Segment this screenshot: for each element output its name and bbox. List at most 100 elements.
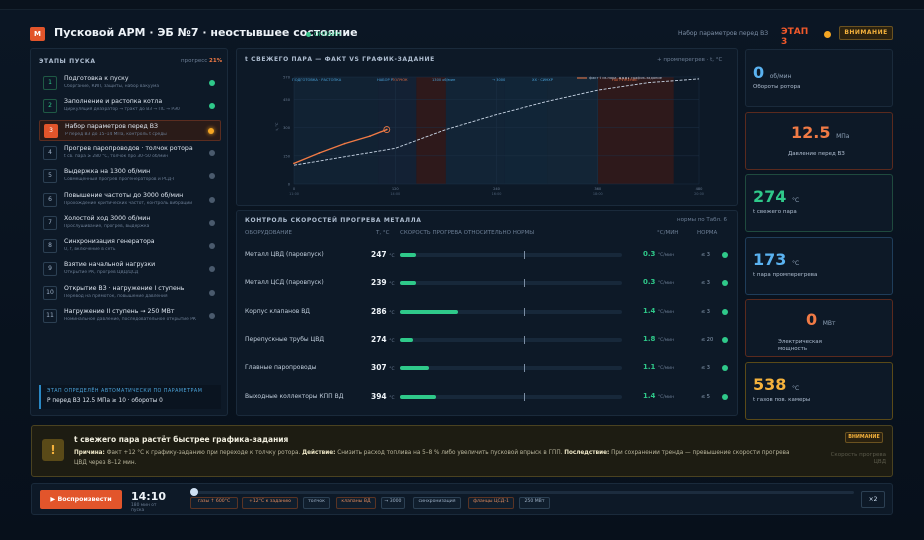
stage-label: Набор параметров перед ВЗ: [678, 30, 769, 37]
warning-badge[interactable]: ВНИМАНИЕ: [839, 26, 893, 40]
stage-item[interactable]: 3 Набор параметров перед ВЗ Р перед ВЗ д…: [39, 119, 221, 141]
rate-bar: [400, 279, 622, 288]
phase-label: ХХ · СИНХР: [532, 78, 554, 82]
stages-title: ЭТАПЫ ПУСКА: [39, 58, 96, 65]
timeline-track[interactable]: [190, 488, 854, 496]
norm-tick: [524, 364, 525, 373]
event-chip[interactable]: клапаны ВД: [336, 497, 376, 509]
alert-ghost-text: Скорость прогрева ЦВД: [830, 452, 886, 465]
phase-label: ПОДГОТОВКА · РАСТОПКА: [292, 78, 342, 82]
phase-band: [504, 77, 548, 184]
kpi-card: 173 °С t пара промперегрева: [745, 236, 893, 295]
stage-item[interactable]: 6 Повышение частоты до 3000 об/мин Прохо…: [39, 190, 221, 211]
metal-norm: ≤ 3: [701, 280, 710, 287]
col-rate: °С/МИН: [657, 230, 679, 236]
col-equip: ОБОРУДОВАНИЕ: [245, 230, 292, 236]
phase-label: НАБОР Р: [377, 78, 394, 82]
page-title: Пусковой АРМ · ЭБ №7 · неостывшее состоя…: [54, 26, 358, 39]
x-tick-label: 120: [392, 187, 400, 191]
data-point: [343, 142, 346, 145]
kpi-card: 12.5 МПа Давление перед ВЗ: [745, 111, 893, 170]
alert-effect-label: Последствие:: [564, 450, 610, 456]
kpi-label: t газов пов. камеры: [753, 396, 811, 403]
x-tick-label: 240: [493, 187, 501, 191]
stage-number: 8: [43, 239, 57, 254]
metal-name: Металл ЦВД (паровпуск): [245, 251, 324, 258]
stage-item[interactable]: 11 Нагружение II ступень → 250 МВт Номин…: [39, 306, 221, 327]
stage-item[interactable]: 4 Прогрев паропроводов · толчок ротора t…: [39, 143, 221, 164]
stage-title: Синхронизация генератора: [64, 238, 155, 246]
metal-temp: 307 °С: [371, 363, 395, 373]
event-chip[interactable]: → 3000: [381, 497, 405, 509]
phase-label: → 3000: [492, 78, 506, 82]
y-tick-label: 0: [288, 183, 291, 187]
stage-title: Прогрев паропроводов · толчок ротора: [64, 144, 193, 152]
stage-sub: Номинальное давление, последовательное о…: [64, 317, 197, 322]
stage-item[interactable]: 1 Подготовка к пуску Сборгание, КИП, защ…: [39, 73, 221, 94]
rate-bar: [400, 335, 622, 344]
metal-status-dot: [722, 308, 728, 315]
metal-temp: 274 °С: [371, 334, 395, 344]
alert-title: t свежего пара растёт быстрее графика-за…: [74, 435, 289, 444]
stage-status-dot: [209, 80, 215, 86]
data-point: [318, 152, 321, 154]
stage-number: 11: [43, 309, 57, 323]
metal-norm: ≤ 20: [701, 336, 714, 343]
phase-label: ТОЛЧОК: [391, 78, 408, 82]
metal-norm: ≤ 3: [701, 365, 710, 372]
metal-name: Металл ЦСД (паровпуск): [245, 279, 324, 287]
x-tick-sub: 16:00: [492, 192, 502, 196]
metal-row: Перепускные трубы ЦВД 274 °С 1.8 °С/мин …: [245, 332, 731, 348]
kpi-card: 538 °С t газов пов. камеры: [745, 361, 893, 420]
play-label: Воспроизвести: [57, 496, 112, 503]
auto-stage-text: Р перед ВЗ 12.5 МПа ≥ 10 · обороты 0: [47, 398, 163, 404]
kpi-value: 538 °С: [753, 374, 800, 394]
stage-item[interactable]: 7 Холостой ход 3000 об/мин Прослушивание…: [39, 213, 221, 234]
stage-item[interactable]: 10 Открытие ВЗ · нагружение I ступень Пе…: [39, 283, 221, 304]
data-point: [293, 162, 295, 165]
event-chip[interactable]: толчок: [303, 497, 330, 509]
stage-item[interactable]: 8 Синхронизация генератора U, f, включен…: [39, 236, 221, 257]
x-tick-sub: 14:00: [390, 192, 400, 196]
event-chip[interactable]: синхронизация: [413, 497, 461, 509]
playback-bar: ▶ Воспроизвести 14:10 180 мин от пуска г…: [31, 483, 893, 515]
metal-status-dot: [722, 336, 728, 343]
metal-row: Главные паропроводы 307 °С 1.1 °С/мин ≤ …: [245, 360, 731, 376]
metal-rate: 1.1 °С/мин: [643, 363, 675, 372]
metal-row: Металл ЦСД (паровпуск) 239 °С 0.3 °С/мин…: [245, 275, 731, 291]
event-chip[interactable]: +12°C к заданию: [242, 497, 298, 509]
stage-sub: Открытие РК, прогрев ЦВД/ЦСД: [64, 270, 139, 276]
online-status: ОНЛАЙН: [306, 31, 341, 38]
stage-value: ЭТАП 3: [781, 27, 809, 47]
timeline-knob[interactable]: [190, 488, 198, 496]
stage-item[interactable]: 5 Выдержка на 1300 об/мин Совмещённый пр…: [39, 166, 221, 187]
norm-tick: [524, 392, 525, 401]
stage-number: 2: [43, 99, 57, 114]
speed-button[interactable]: ×2: [861, 491, 885, 508]
event-chip[interactable]: 250 МВт: [519, 497, 550, 509]
metal-rate: 0.3 °С/мин: [643, 250, 675, 258]
alert-action: Снизить расход топлива на 5–8 % либо уве…: [337, 450, 563, 456]
col-norm: НОРМА: [697, 230, 718, 236]
rate-bar-fill: [400, 366, 429, 371]
rate-bar-fill: [400, 309, 458, 314]
alert-badge[interactable]: ВНИМАНИЕ: [845, 432, 883, 443]
stage-title: Подготовка к пуску: [64, 75, 129, 82]
metal-name: Перепускные трубы ЦВД: [245, 335, 325, 343]
alert-action-label: Действие:: [302, 450, 336, 456]
stage-item[interactable]: 9 Взятие начальной нагрузки Открытие РК,…: [39, 259, 221, 280]
stage-title: Нагружение II ступень → 250 МВт: [64, 308, 175, 315]
stage-status-dot: [209, 266, 215, 273]
kpi-value: 12.5 МПа: [791, 122, 850, 142]
metal-name: Корпус клапанов ВД: [245, 307, 310, 315]
norm-tick: [524, 251, 525, 259]
stage-title: Набор параметров перед ВЗ: [65, 122, 158, 130]
col-t: T, °С: [376, 230, 390, 236]
col-bar: СКОРОСТЬ ПРОГРЕВА ОТНОСИТЕЛЬНО НОРМЫ: [400, 230, 535, 236]
event-chip[interactable]: фланцы ЦСД-1: [468, 497, 514, 509]
event-chip[interactable]: газы ↑ 600°C: [190, 497, 238, 509]
stage-item[interactable]: 2 Заполнение и растопка котла Циркуляция…: [39, 96, 221, 117]
play-button[interactable]: ▶ Воспроизвести: [40, 490, 122, 509]
metal-title: КОНТРОЛЬ СКОРОСТЕЙ ПРОГРЕВА МЕТАЛЛА: [245, 217, 422, 224]
metal-panel: КОНТРОЛЬ СКОРОСТЕЙ ПРОГРЕВА МЕТАЛЛА норм…: [236, 210, 738, 416]
